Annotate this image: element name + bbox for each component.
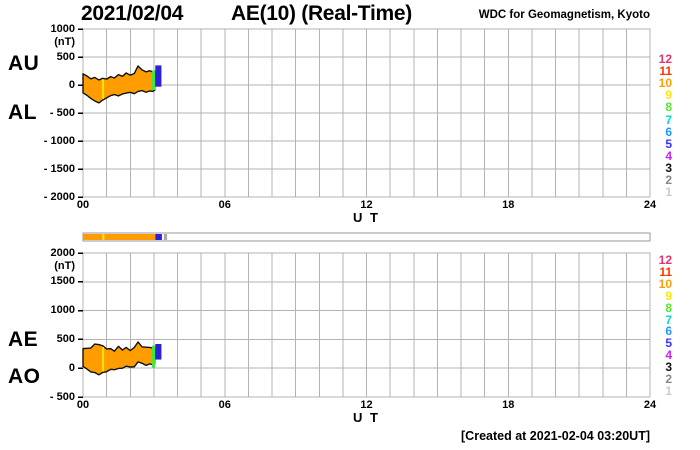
timeline-bar-segment — [104, 234, 156, 240]
data-band-AU-AL — [82, 65, 156, 104]
y-tick-label: - 1000 — [43, 134, 75, 147]
legend-station-count: 10 — [658, 276, 672, 291]
x-tick-label: 06 — [218, 399, 231, 411]
legend-station-count: 6 — [665, 324, 672, 339]
x-tick-label: 00 — [76, 199, 90, 211]
plot-border — [82, 252, 651, 398]
legend-station-count: 1 — [665, 185, 672, 200]
y-tick-label: - 500 — [49, 106, 75, 119]
x-tick-label: 12 — [360, 399, 373, 411]
data-band-AE-AO — [82, 341, 156, 376]
legend-station-count: 11 — [659, 64, 672, 79]
timeline-bar-segment — [163, 234, 168, 240]
end-data-bar — [155, 344, 162, 360]
timeline-bar-segment — [102, 234, 105, 240]
end-data-bar — [151, 70, 156, 91]
timeline-bar-segment — [155, 234, 162, 240]
x-tick-label: 06 — [218, 199, 231, 211]
y-tick-label: 0 — [68, 361, 75, 374]
x-tick-label: 24 — [643, 199, 657, 211]
legend-station-count: 8 — [665, 100, 672, 115]
y-tick-label: - 2000 — [43, 190, 75, 203]
x-tick-label: 18 — [502, 199, 515, 211]
date-title: 2021/02/04 — [81, 2, 184, 25]
ut-axis-label: U T — [353, 410, 380, 425]
x-tick-label: 12 — [360, 199, 373, 211]
x-tick-label: 00 — [76, 399, 90, 411]
timeline-bar-segment — [83, 234, 103, 240]
y-tick-label: 500 — [56, 332, 75, 345]
timeline-bar-frame — [82, 232, 651, 242]
legend-station-count: 4 — [665, 148, 672, 163]
legend-station-count: 5 — [665, 136, 672, 151]
axis-unit-label: (nT) — [54, 259, 75, 272]
y-tick-label: - 1500 — [43, 162, 75, 175]
legend-station-count: 12 — [658, 52, 672, 66]
legend-station-count: 5 — [665, 336, 672, 351]
page-title: AE(10) (Real-Time) — [231, 2, 412, 25]
y-tick-label: - 500 — [49, 390, 75, 403]
panel-label-al: AL — [8, 101, 37, 124]
created-at-label: [Created at 2021-02-04 03:20UT] — [461, 429, 650, 443]
legend-station-count: 4 — [665, 348, 672, 363]
legend-station-count: 7 — [665, 112, 672, 127]
y-tick-label: 1000 — [50, 22, 75, 35]
legend-station-count: 2 — [665, 372, 672, 386]
y-tick-label: 1000 — [50, 304, 75, 317]
legend-station-count: 3 — [665, 160, 672, 175]
ut-axis-label: U T — [353, 210, 380, 225]
y-tick-label: 1500 — [50, 275, 75, 288]
end-data-bar — [151, 345, 156, 368]
panel-label-ae: AE — [8, 328, 39, 351]
legend-station-count: 9 — [665, 88, 672, 103]
x-tick-label: 24 — [643, 399, 657, 411]
axis-unit-label: (nT) — [54, 35, 75, 48]
credit-label: WDC for Geomagnetism, Kyoto — [478, 9, 650, 21]
legend-station-count: 12 — [658, 253, 672, 267]
y-tick-label: 0 — [68, 78, 75, 91]
legend-station-count: 10 — [658, 76, 672, 91]
panel-label-au: AU — [8, 52, 40, 75]
x-tick-label: 18 — [502, 399, 515, 411]
legend-station-count: 2 — [665, 173, 672, 187]
legend-station-count: 9 — [665, 288, 672, 303]
end-data-bar — [155, 65, 162, 87]
panel-label-ao: AO — [8, 365, 41, 388]
legend-station-count: 6 — [665, 124, 672, 139]
legend-station-count: 8 — [665, 300, 672, 315]
legend-station-count: 1 — [665, 383, 672, 398]
legend-station-count: 3 — [665, 360, 672, 375]
y-tick-label: 500 — [56, 50, 75, 63]
legend-station-count: 7 — [665, 312, 672, 327]
legend-station-count: 11 — [659, 264, 672, 279]
y-tick-label: 2000 — [50, 246, 75, 259]
